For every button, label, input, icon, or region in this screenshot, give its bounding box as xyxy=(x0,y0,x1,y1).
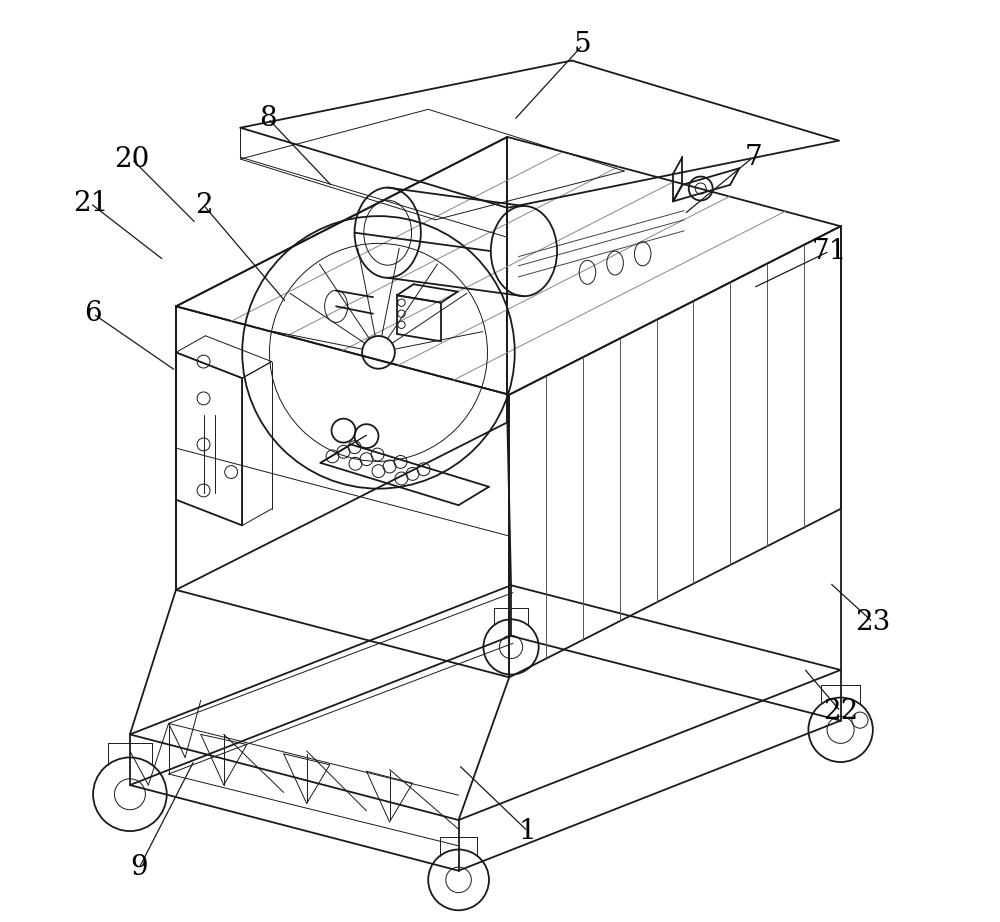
Text: 5: 5 xyxy=(574,31,592,58)
Text: 2: 2 xyxy=(195,192,212,219)
Text: 9: 9 xyxy=(130,855,148,881)
Text: 7: 7 xyxy=(744,144,762,171)
Text: 20: 20 xyxy=(114,146,149,172)
Text: 22: 22 xyxy=(823,698,858,725)
Text: 23: 23 xyxy=(855,609,890,635)
Text: 71: 71 xyxy=(812,238,847,265)
Text: 1: 1 xyxy=(519,818,536,845)
Text: 6: 6 xyxy=(84,301,102,327)
Text: 8: 8 xyxy=(259,105,277,132)
Text: 21: 21 xyxy=(73,190,108,217)
